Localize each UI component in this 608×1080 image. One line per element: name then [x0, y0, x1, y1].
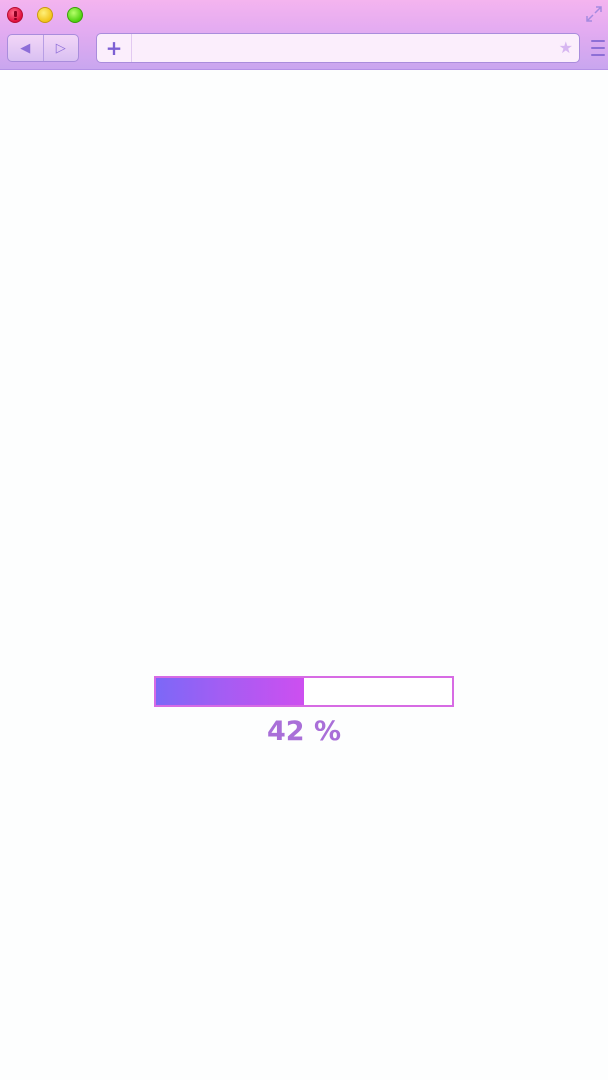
plus-icon: + [105, 36, 123, 60]
bookmark-star-icon[interactable]: ★ [558, 38, 573, 57]
close-icon[interactable] [7, 7, 23, 23]
progress-percent-label: 42 % [154, 716, 454, 747]
address-bar[interactable]: + ★ [96, 33, 580, 63]
back-arrow-icon: ◀ [20, 40, 31, 56]
forward-arrow-icon: ▷ [55, 40, 66, 56]
forward-button[interactable]: ▷ [42, 35, 79, 61]
back-button[interactable]: ◀ [8, 35, 43, 61]
progress-percent-value: 42 [266, 716, 305, 747]
zoom-icon[interactable] [67, 7, 83, 23]
progress-bar [154, 676, 454, 707]
navigation-buttons: ◀ ▷ [7, 34, 79, 62]
progress-bar-fill [156, 678, 304, 705]
minimize-icon[interactable] [37, 7, 53, 23]
expand-icon[interactable] [584, 4, 604, 24]
menu-icon[interactable] [591, 40, 605, 56]
browser-toolbar: ◀ ▷ + ★ [0, 0, 608, 70]
progress-percent-unit: % [313, 716, 342, 747]
new-tab-button[interactable]: + [97, 34, 132, 62]
